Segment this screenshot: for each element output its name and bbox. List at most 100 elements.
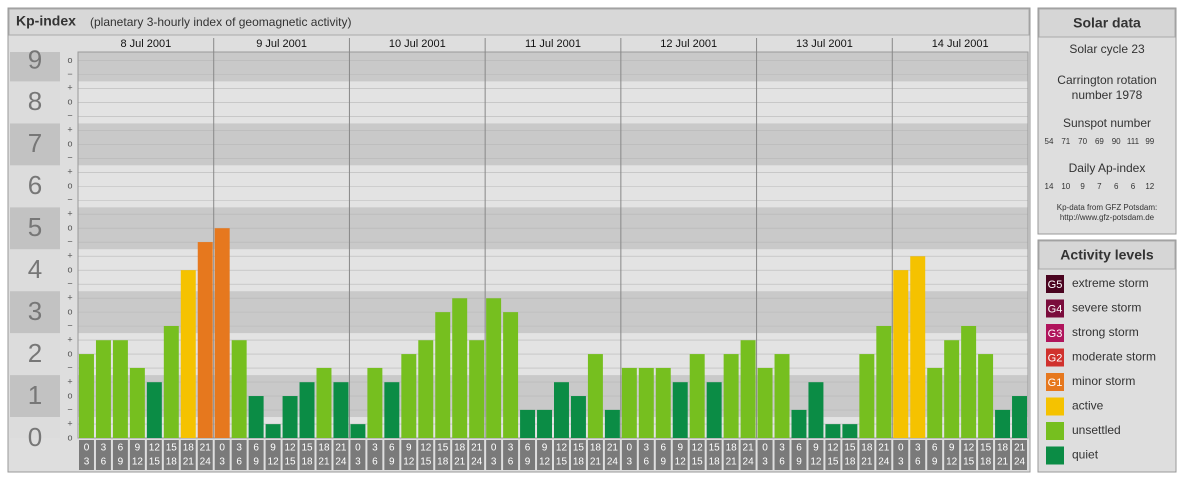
bar: [587, 354, 603, 438]
hour-end: 9: [932, 457, 938, 468]
day-label: 10 Jul 2001: [389, 38, 446, 50]
hour-start: 6: [389, 443, 395, 454]
hour-cell: [859, 440, 875, 470]
hour-end: 24: [878, 457, 890, 468]
hour-start: 6: [253, 443, 259, 454]
bar: [621, 367, 637, 438]
hour-cell: [587, 440, 603, 470]
hour-cell: [333, 440, 349, 470]
bar: [740, 340, 756, 438]
level-badge: G3: [1048, 328, 1063, 340]
bar: [79, 354, 94, 438]
hour-start: 18: [183, 443, 195, 454]
hour-cell: [248, 440, 264, 470]
hour-start: 9: [813, 443, 819, 454]
bar: [163, 325, 179, 438]
bar: [1012, 396, 1027, 438]
carrington: number 1978: [1072, 88, 1143, 102]
bar: [842, 424, 858, 438]
hour-start: 21: [335, 443, 347, 454]
level-swatch: [1046, 397, 1064, 416]
hour-cell: [401, 440, 417, 470]
level-name: severe storm: [1072, 301, 1141, 315]
hour-cell: [384, 440, 400, 470]
hour-cell: [757, 440, 773, 470]
hour-cell: [621, 440, 637, 470]
bar: [638, 367, 654, 438]
level-name: minor storm: [1072, 374, 1135, 388]
hour-start: 9: [135, 443, 141, 454]
hour-start: 0: [84, 443, 90, 454]
y-tick-label: 0: [28, 422, 42, 452]
hour-cell: [265, 440, 281, 470]
bar: [112, 340, 128, 438]
y-subtick-label: −: [67, 69, 72, 79]
hour-start: 15: [166, 443, 178, 454]
bar: [554, 382, 569, 438]
hour-cell: [672, 440, 688, 470]
ap-value: 6: [1131, 182, 1136, 191]
level-name: unsettled: [1072, 423, 1121, 437]
hour-cell: [435, 440, 451, 470]
y-subtick-label: o: [67, 223, 72, 233]
bar: [452, 298, 468, 438]
y-label-band: [10, 165, 60, 208]
y-subtick-label: +: [67, 83, 72, 93]
day-label: 13 Jul 2001: [796, 38, 853, 50]
bar: [95, 340, 111, 438]
hour-start: 0: [491, 443, 497, 454]
bar: [995, 409, 1011, 438]
y-tick-label: 4: [28, 254, 42, 284]
level-name: strong storm: [1072, 325, 1139, 339]
hour-cell: [1012, 440, 1027, 470]
hour-end: 18: [709, 457, 721, 468]
y-subtick-label: +: [67, 251, 72, 261]
y-label-band: [10, 52, 60, 82]
y-subtick-label: −: [67, 404, 72, 414]
hour-start: 3: [915, 443, 921, 454]
hour-end: 12: [132, 457, 144, 468]
bar: [537, 409, 552, 438]
bar: [672, 382, 688, 438]
hour-cell: [537, 440, 552, 470]
hour-end: 15: [420, 457, 432, 468]
y-subtick-label: o: [67, 307, 72, 317]
bar: [706, 382, 722, 438]
hour-cell: [520, 440, 536, 470]
hour-start: 0: [898, 443, 904, 454]
hour-end: 6: [779, 457, 785, 468]
level-name: quiet: [1072, 448, 1099, 462]
hour-end: 12: [268, 457, 280, 468]
bar: [469, 340, 485, 438]
hour-start: 21: [1014, 443, 1026, 454]
hour-cell: [197, 440, 213, 470]
y-subtick-label: +: [67, 334, 72, 344]
sunspot-value: 54: [1045, 137, 1054, 146]
hour-end: 9: [796, 457, 802, 468]
hour-end: 12: [403, 457, 415, 468]
level-name: active: [1072, 399, 1104, 413]
hour-start: 18: [454, 443, 466, 454]
hour-start: 12: [556, 443, 568, 454]
hour-cell: [876, 440, 892, 470]
bar: [774, 354, 790, 438]
hour-end: 24: [471, 457, 483, 468]
hour-cell: [163, 440, 179, 470]
hour-end: 6: [236, 457, 242, 468]
bar: [316, 367, 332, 438]
sunspot-value: 69: [1095, 137, 1104, 146]
hour-start: 3: [508, 443, 514, 454]
y-label-band: [10, 375, 60, 418]
bar: [435, 312, 451, 438]
hour-start: 6: [660, 443, 666, 454]
bar: [367, 367, 383, 438]
bar: [299, 382, 315, 438]
hour-end: 15: [556, 457, 568, 468]
hour-cell: [570, 440, 586, 470]
hour-start: 0: [762, 443, 768, 454]
hour-start: 21: [200, 443, 212, 454]
bar: [282, 396, 298, 438]
bar: [265, 424, 281, 438]
y-subtick-label: o: [67, 55, 72, 65]
hour-cell: [503, 440, 519, 470]
